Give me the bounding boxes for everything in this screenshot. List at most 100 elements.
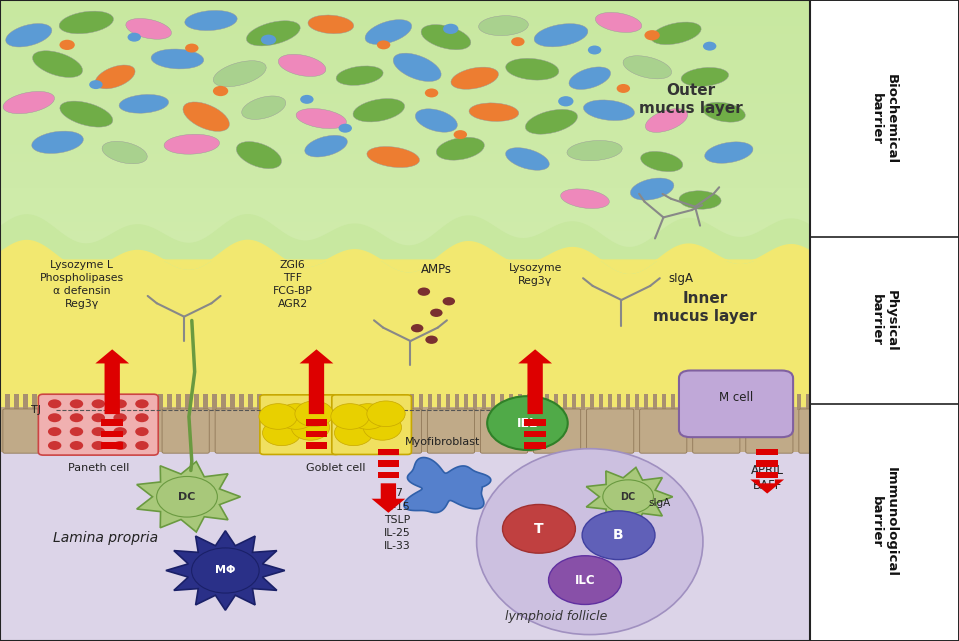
Bar	[715, 394, 720, 410]
Bar	[185, 394, 190, 410]
Bar	[41, 394, 46, 410]
Bar	[563, 394, 568, 410]
Ellipse shape	[451, 67, 499, 89]
Bar	[0, 231, 810, 239]
Text: IL-7
IL-15
TSLP
IL-25
IL-33: IL-7 IL-15 TSLP IL-25 IL-33	[384, 488, 410, 551]
Bar	[590, 394, 595, 410]
Bar	[806, 394, 810, 410]
Ellipse shape	[353, 99, 405, 122]
Ellipse shape	[278, 54, 326, 76]
Circle shape	[377, 40, 390, 49]
Bar	[752, 394, 757, 410]
Bar	[0, 171, 810, 179]
Bar	[266, 394, 270, 410]
FancyBboxPatch shape	[260, 395, 339, 454]
Ellipse shape	[583, 100, 635, 121]
FancyBboxPatch shape	[679, 370, 793, 437]
Circle shape	[113, 427, 127, 436]
Circle shape	[292, 415, 330, 440]
Bar	[598, 394, 603, 410]
FancyBboxPatch shape	[746, 409, 793, 453]
Text: M cell: M cell	[719, 391, 753, 404]
Bar	[0, 85, 810, 94]
Ellipse shape	[681, 67, 729, 87]
Bar	[508, 394, 513, 410]
Bar	[0, 0, 810, 641]
Bar	[797, 394, 802, 410]
Circle shape	[135, 413, 149, 422]
Bar	[810, 0, 959, 641]
Bar	[32, 394, 36, 410]
Bar	[0, 162, 810, 171]
Bar	[0, 407, 810, 452]
Text: lymphoid follicle: lymphoid follicle	[505, 610, 607, 623]
Ellipse shape	[596, 12, 642, 33]
Bar	[0, 94, 810, 103]
Bar	[149, 394, 153, 410]
FancyBboxPatch shape	[587, 409, 634, 453]
FancyBboxPatch shape	[799, 409, 846, 453]
Bar	[617, 394, 621, 410]
Ellipse shape	[534, 24, 588, 47]
Circle shape	[703, 42, 716, 51]
Bar	[0, 197, 810, 205]
Circle shape	[70, 427, 83, 436]
Bar	[306, 419, 327, 426]
FancyBboxPatch shape	[480, 409, 527, 453]
Ellipse shape	[126, 19, 172, 39]
Bar	[769, 394, 774, 410]
Text: B: B	[613, 528, 624, 542]
Ellipse shape	[641, 151, 683, 172]
Text: Biochemical
barrier: Biochemical barrier	[870, 74, 899, 163]
Circle shape	[89, 80, 103, 89]
Ellipse shape	[152, 49, 203, 69]
Bar	[356, 394, 361, 410]
Bar	[364, 394, 369, 410]
Circle shape	[156, 476, 218, 517]
Ellipse shape	[705, 142, 753, 163]
Circle shape	[135, 441, 149, 450]
Bar	[409, 394, 414, 410]
FancyBboxPatch shape	[109, 409, 156, 453]
Ellipse shape	[365, 20, 411, 44]
Ellipse shape	[59, 101, 113, 127]
Polygon shape	[404, 458, 491, 513]
Polygon shape	[166, 531, 285, 610]
Bar	[383, 394, 387, 410]
Bar	[725, 394, 730, 410]
Circle shape	[135, 427, 149, 436]
Bar	[13, 394, 18, 410]
Circle shape	[92, 441, 105, 450]
Ellipse shape	[296, 108, 346, 129]
Circle shape	[192, 548, 259, 593]
Bar	[102, 442, 123, 449]
Bar	[0, 179, 810, 188]
Bar	[419, 394, 424, 410]
Circle shape	[70, 413, 83, 422]
Circle shape	[185, 44, 199, 53]
Circle shape	[549, 556, 621, 604]
Ellipse shape	[526, 110, 577, 134]
FancyBboxPatch shape	[640, 409, 687, 453]
FancyArrow shape	[95, 349, 129, 414]
Ellipse shape	[33, 51, 82, 78]
Text: Physical
barrier: Physical barrier	[870, 290, 899, 351]
Ellipse shape	[336, 66, 384, 85]
Bar	[757, 460, 778, 467]
FancyBboxPatch shape	[533, 409, 581, 453]
Ellipse shape	[421, 24, 471, 50]
Text: AMPs: AMPs	[421, 263, 452, 276]
Bar	[518, 394, 523, 410]
Bar	[0, 51, 810, 60]
Bar	[580, 394, 585, 410]
Circle shape	[48, 441, 61, 450]
Ellipse shape	[393, 53, 441, 81]
Bar	[0, 8, 810, 17]
Bar	[635, 394, 640, 410]
Bar	[378, 449, 399, 455]
Polygon shape	[586, 467, 673, 526]
Text: ILC: ILC	[574, 574, 596, 587]
Bar	[302, 394, 307, 410]
Bar	[311, 394, 316, 410]
Circle shape	[454, 130, 467, 139]
